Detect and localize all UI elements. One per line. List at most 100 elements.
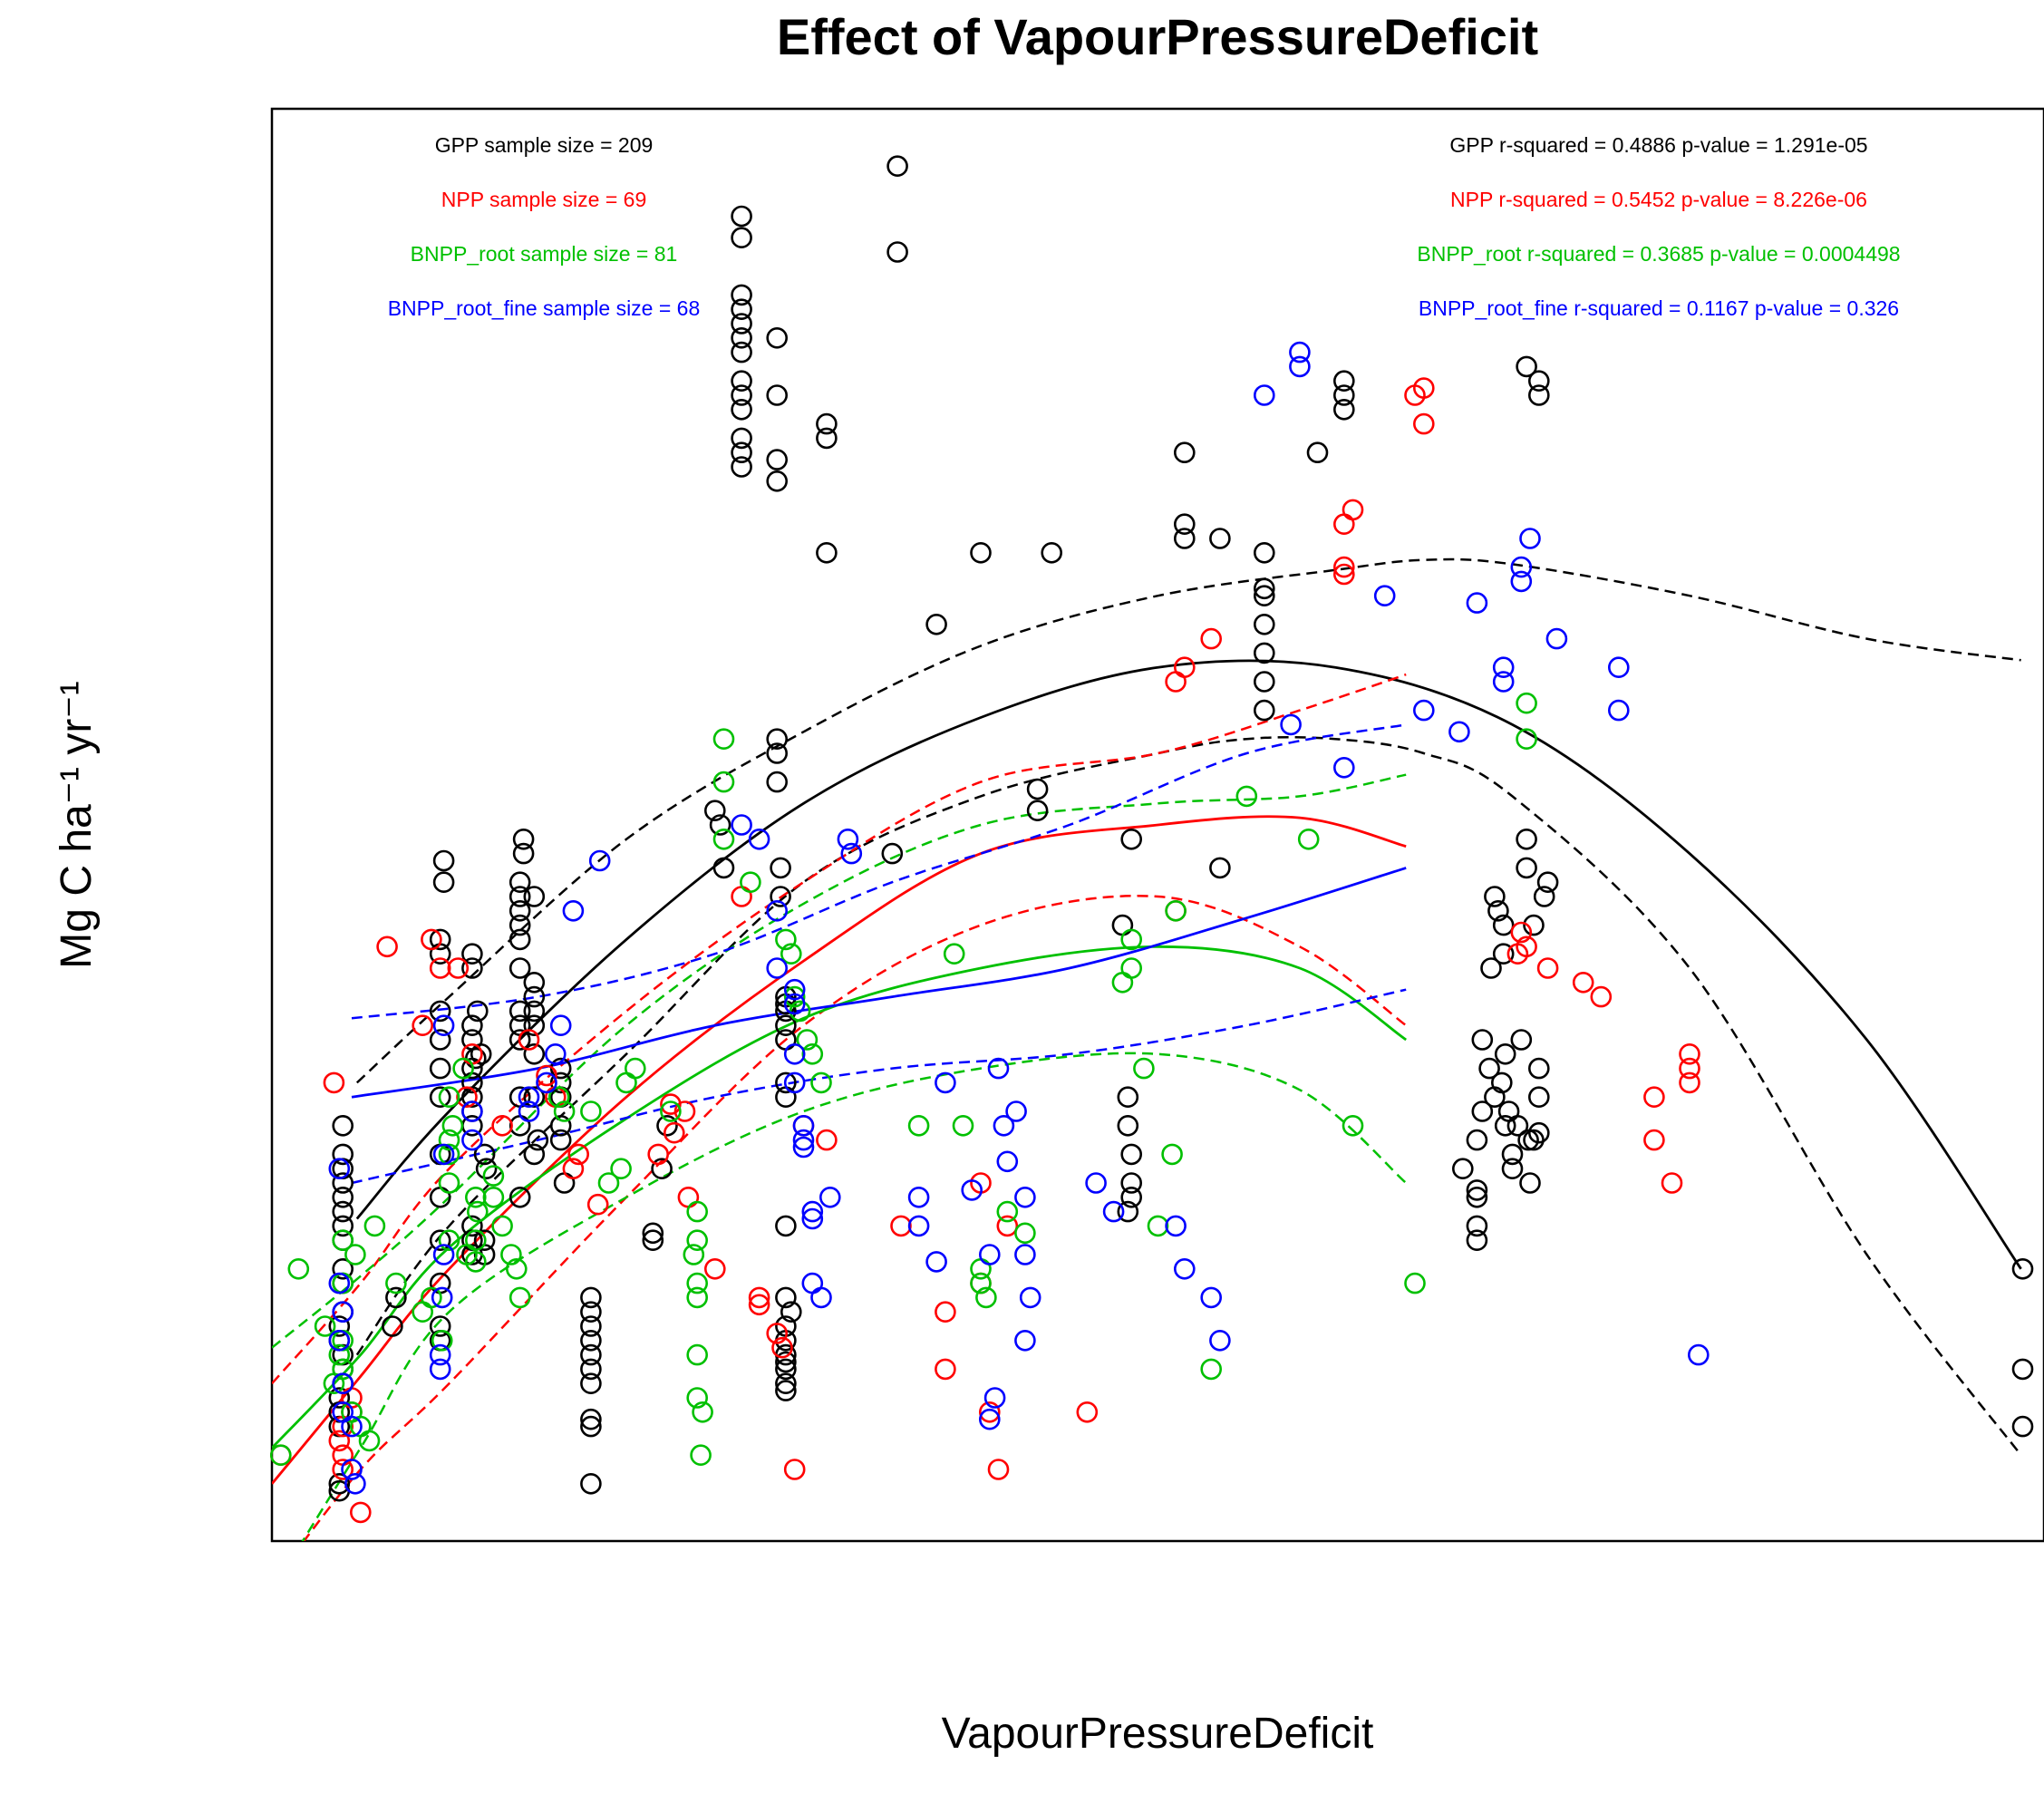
gpp-point: [1494, 1115, 1516, 1137]
bnpp-root-point: [1133, 1057, 1155, 1080]
gpp-point: [461, 1086, 483, 1108]
npp-point: [1333, 513, 1355, 536]
gpp-point: [766, 384, 789, 406]
npp-point: [771, 1336, 793, 1359]
gpp-point: [703, 800, 726, 822]
gpp-point: [775, 1215, 797, 1237]
npp-point: [429, 957, 451, 979]
gpp-point: [1478, 1057, 1500, 1080]
bnpp-root-statistics-label: BNPP_root r-squared = 0.3685 p-value = 0…: [1417, 242, 1900, 266]
gpp-point: [886, 241, 908, 263]
gpp-point: [553, 1172, 576, 1194]
npp-point: [783, 1459, 806, 1480]
gpp-point: [509, 886, 531, 907]
gpp-point: [382, 1315, 403, 1337]
gpp-point: [731, 441, 752, 464]
gpp-point: [731, 398, 752, 421]
bnpp-root-fine-point: [1510, 570, 1533, 593]
gpp-point: [1209, 528, 1231, 549]
npp-point: [1342, 499, 1364, 521]
gpp-point: [731, 298, 752, 321]
gpp-point: [775, 1014, 797, 1036]
bnpp-root-point: [500, 1244, 522, 1265]
npp-point: [748, 1286, 770, 1309]
bnpp-root-point: [1120, 928, 1142, 951]
npp-point: [586, 1193, 609, 1216]
bnpp-root-point: [686, 1229, 709, 1251]
bnpp-root-point: [1147, 1215, 1169, 1237]
bnpp-root-fine-point: [1333, 756, 1355, 779]
bnpp-root-point: [686, 1286, 709, 1309]
bnpp-root-point: [1235, 785, 1258, 808]
gpp-point: [580, 1286, 602, 1309]
gpp-point: [881, 842, 904, 865]
gpp-point: [816, 541, 838, 564]
gpp-point: [509, 871, 531, 894]
gpp-point: [523, 972, 546, 994]
gpp-point: [1254, 671, 1275, 693]
bnpp-root-fine-point: [1373, 585, 1396, 607]
npp-point: [647, 1143, 670, 1166]
gpp-point: [429, 1000, 451, 1023]
gpp-point: [512, 842, 535, 865]
bnpp-root-fine-point: [979, 1408, 1001, 1430]
npp-point: [1333, 556, 1355, 578]
bnpp-root-point: [712, 728, 735, 751]
npp-point: [1174, 656, 1196, 679]
bnpp-root-fine-point: [1165, 1215, 1187, 1237]
gpp-point: [580, 1301, 602, 1323]
gpp-point: [1041, 541, 1062, 564]
bnpp-root-fine-point: [1413, 699, 1435, 722]
gpp-point: [1254, 585, 1275, 607]
npp-point: [332, 1459, 354, 1480]
gpp-point: [1506, 1115, 1529, 1137]
gpp-point: [523, 985, 546, 1008]
gpp-point: [332, 1200, 354, 1223]
gpp-point: [1528, 1057, 1550, 1080]
bnpp-root-point: [801, 1043, 824, 1065]
npp-point: [987, 1459, 1010, 1480]
gpp-point: [1480, 957, 1502, 979]
bnpp-root-point: [287, 1258, 310, 1280]
npp-point: [1506, 943, 1529, 965]
gpp-point: [731, 370, 752, 393]
bnpp-root-point: [712, 771, 735, 793]
gpp-point: [1536, 871, 1559, 894]
gpp-point: [328, 1315, 351, 1337]
gpp-point: [766, 728, 789, 751]
gpp-point: [731, 284, 752, 306]
gpp-point: [332, 1115, 354, 1137]
bnpp-root-point: [686, 1343, 709, 1366]
npp-point: [766, 1323, 789, 1344]
bnpp-root-fine-point: [837, 828, 859, 850]
bnpp-root-point: [1161, 1143, 1183, 1166]
bnpp-root-fine-point: [429, 1343, 451, 1366]
npp-point: [323, 1071, 345, 1094]
gpp-fit-line: [355, 659, 2022, 1270]
bnpp-root-point: [438, 1129, 460, 1151]
bnpp-root-point: [482, 1187, 505, 1208]
gpp-point: [1117, 1115, 1139, 1137]
x-axis-label: VapourPressureDeficit: [942, 1710, 1374, 1758]
bnpp-root-fine-point: [1174, 1258, 1196, 1280]
gpp-point: [766, 771, 789, 793]
bnpp-root-fine-point: [461, 1129, 483, 1151]
bnpp-root-fine-point: [429, 1358, 451, 1381]
bnpp-root-fine-point: [819, 1187, 841, 1208]
bnpp-root-fine-point: [328, 1330, 351, 1352]
npp-sample-size-label: NPP sample size = 69: [441, 188, 647, 211]
gpp-point: [523, 1143, 546, 1166]
gpp-point: [580, 1343, 602, 1366]
npp-statistics-label: NPP r-squared = 0.5452 p-value = 8.226e-…: [1450, 188, 1867, 211]
bnpp-root-fine-point: [925, 1251, 947, 1273]
gpp-point: [580, 1408, 602, 1430]
gpp-sample-size-label: GPP sample size = 209: [435, 133, 654, 157]
bnpp-root-fine-point: [1014, 1330, 1036, 1352]
bnpp-root-fine-point: [783, 1071, 806, 1094]
gpp-point: [549, 1129, 572, 1151]
npp-point: [1679, 1057, 1700, 1080]
npp-point: [890, 1215, 912, 1237]
gpp-point: [775, 1380, 797, 1401]
gpp-point: [432, 871, 455, 894]
bnpp-root-fine-point: [1608, 656, 1630, 679]
